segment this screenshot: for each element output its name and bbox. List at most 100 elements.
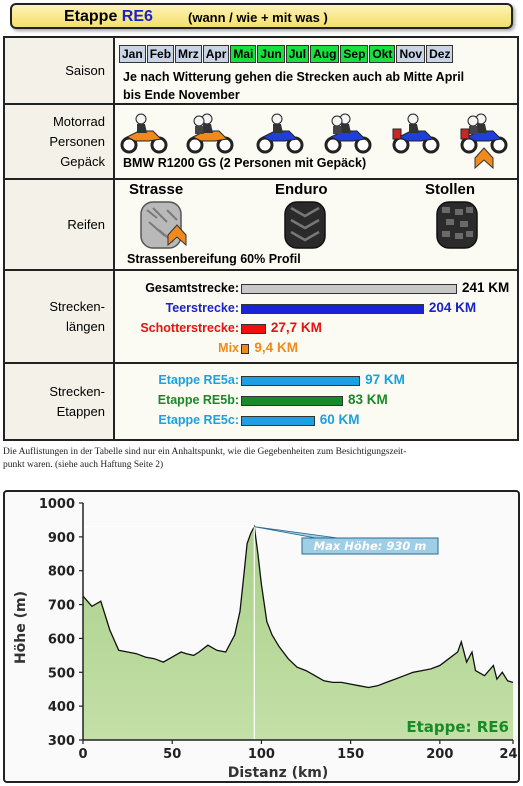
label-streckenlaengen-line1: Strecken- (49, 298, 105, 314)
season-text: Je nach Witterung gehen die Strecken auc… (123, 68, 464, 104)
label-etappen: Strecken- Etappen (3, 362, 115, 441)
y-axis-label: Höhe (m) (13, 591, 29, 664)
max-height-annotation: Max Höhe: 930 m (314, 539, 427, 553)
motorcycle-caption: BMW R1200 GS (2 Personen mit Gepäck) (123, 156, 367, 170)
route-length-value: 204 KM (428, 300, 477, 315)
route-length-value: 27,7 KM (270, 320, 322, 335)
note-line2: punkt waren. (siehe auch Haftung Seite 2… (3, 460, 164, 470)
motorcycle-two-person-icon (324, 113, 372, 154)
label-motorrad-line1: Motorrad (52, 113, 105, 129)
x-tick-label: 150 (337, 747, 364, 762)
row-motorrad: Motorrad Personen Gepäck BMW R1200 GS (2… (3, 103, 519, 180)
motorcycle-options (119, 111, 515, 169)
route-stage-label: Etappe RE5a: (158, 373, 239, 387)
enduro-tire-icon (284, 201, 326, 249)
month-jul: Jul (285, 45, 310, 63)
y-tick-label: 400 (48, 700, 75, 715)
x-tick-label: 241 (499, 747, 518, 762)
row-reifen: Reifen Strasse Enduro Stollen (3, 178, 519, 271)
month-apr: Apr (202, 45, 230, 63)
x-tick-label: 0 (78, 747, 87, 762)
y-tick-label: 600 (48, 632, 75, 647)
motorcycle-two-person-luggage-icon (460, 113, 508, 154)
route-length-bar (241, 324, 266, 334)
route-stage-bar (241, 376, 361, 386)
row-etappen: Strecken- Etappen Etappe RE5a: 97 KM Etapp… (3, 362, 519, 441)
route-stage-bar (241, 416, 315, 426)
route-stage-value: 83 KM (347, 392, 388, 407)
label-streckenlaengen-line2: längen (65, 318, 105, 334)
x-tick-label: 50 (163, 747, 181, 762)
month-feb: Feb (146, 45, 175, 63)
y-tick-label: 500 (48, 666, 75, 681)
motorcycle-two-person-icon (186, 113, 234, 154)
month-mai: Mai (230, 45, 257, 63)
y-tick-label: 700 (48, 599, 75, 614)
y-tick-label: 800 (48, 565, 75, 580)
knobby-tire-icon (436, 201, 478, 249)
route-lengths: Gesamtstrecke: 241 KM Teerstrecke: 204 KM Sc… (113, 269, 519, 364)
route-length-label: Mix (218, 341, 239, 355)
title-prefix: Etappe (64, 8, 122, 25)
month-list: Jan Feb Mrz Apr Mai Jun Jul Aug Sep Okt Nov Dez (119, 45, 454, 63)
elevation-profile-chart: 300 400 500 600 700 800 900 1000 0 50 100 150 200 241… (13, 497, 518, 781)
tire-type-stollen: Stollen (425, 181, 476, 198)
elevation-profile-frame: 300 400 500 600 700 800 900 1000 0 50 100 150 200 241… (3, 490, 520, 783)
motorrad-content: BMW R1200 GS (2 Personen mit Gepäck) (113, 103, 519, 180)
route-length-bar (241, 304, 424, 314)
month-dez: Dez (426, 45, 454, 63)
elevation-line (82, 524, 514, 689)
selected-tire-marker-icon (167, 224, 187, 246)
route-length-bar (241, 344, 250, 354)
month-sep: Sep (340, 45, 369, 63)
route-length-value: 9,4 KM (254, 340, 298, 355)
tire-type-enduro: Enduro (275, 181, 328, 198)
route-stage-label: Etappe RE5c: (158, 413, 239, 427)
stage-legend: Etappe: RE6 (406, 718, 509, 736)
label-etappen-line2: Etappen (56, 403, 105, 419)
saison-content: Jan Feb Mrz Apr Mai Jun Jul Aug Sep Okt Nov Dez Je … (113, 36, 519, 105)
motorcycle-one-person-icon (120, 113, 168, 154)
reifen-content: Strasse Enduro Stollen (113, 178, 519, 271)
label-motorrad-line2: Personen (49, 133, 105, 149)
motorcycle-one-person-icon (256, 113, 304, 154)
x-tick-label: 100 (248, 747, 275, 762)
month-mrz: Mrz (175, 45, 202, 63)
row-streckenlaengen: Strecken- längen Gesamtstrecke: 241 KM Tee… (3, 269, 519, 364)
route-length-label: Gesamtstrecke: (145, 281, 239, 295)
month-jan: Jan (119, 45, 146, 63)
page-title: Etappe RE6 (64, 8, 153, 26)
info-table: Saison Jan Feb Mrz Apr Mai Jun Jul Aug Sep Okt Nov… (3, 36, 519, 441)
motorcycle-one-person-luggage-icon (392, 113, 440, 154)
month-aug: Aug (310, 45, 340, 63)
month-nov: Nov (396, 45, 426, 63)
title-code: RE6 (121, 8, 153, 25)
season-text-line1: Je nach Witterung gehen die Strecken auc… (123, 70, 465, 84)
disclaimer-note: Die Auflistungen in der Tabelle sind nur… (3, 446, 519, 472)
y-tick-label: 1000 (39, 497, 75, 512)
route-length-label: Teerstrecke: (165, 301, 239, 315)
selected-motorcycle-marker-icon (474, 147, 494, 169)
route-stage-value: 60 KM (319, 412, 360, 427)
label-etappen-line1: Strecken- (49, 383, 105, 399)
route-stage-label: Etappe RE5b: (157, 393, 239, 407)
route-stages: Etappe RE5a: 97 KM Etappe RE5b: 83 KM Etappe… (113, 362, 519, 441)
note-line1: Die Auflistungen in der Tabelle sind nur… (3, 447, 407, 457)
row-saison: Saison Jan Feb Mrz Apr Mai Jun Jul Aug Sep Okt Nov… (3, 36, 519, 105)
label-motorrad: Motorrad Personen Gepäck (3, 103, 115, 180)
label-motorrad-line3: Gepäck (60, 153, 105, 169)
route-length-label: Schotterstrecke: (140, 321, 239, 335)
tire-caption: Strassenbereifung 60% Profil (127, 252, 301, 266)
title-bar: Etappe RE6 (wann / wie + mit was ) (10, 3, 513, 29)
route-length-value: 241 KM (462, 280, 510, 295)
route-stage-bar (241, 396, 343, 406)
x-tick-label: 200 (426, 747, 453, 762)
season-text-line2: bis Ende November (123, 88, 240, 102)
label-saison: Saison (3, 36, 115, 105)
label-reifen: Reifen (3, 178, 115, 271)
label-streckenlaengen: Strecken- längen (3, 269, 115, 364)
y-tick-label: 900 (48, 531, 75, 546)
elevation-area (83, 526, 513, 740)
month-okt: Okt (369, 45, 396, 63)
route-length-bar (241, 284, 457, 294)
